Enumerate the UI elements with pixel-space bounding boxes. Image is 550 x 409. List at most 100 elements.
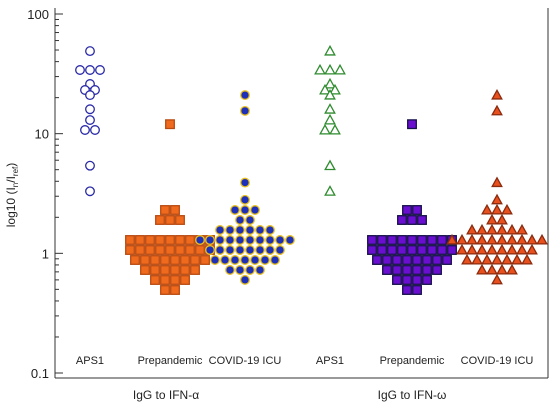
data-point bbox=[402, 205, 412, 215]
data-point bbox=[397, 215, 407, 225]
data-point bbox=[195, 235, 205, 245]
data-point bbox=[165, 215, 175, 225]
data-point bbox=[382, 255, 392, 265]
data-point bbox=[275, 245, 285, 255]
y-tick-label: 1 bbox=[42, 246, 49, 261]
data-point bbox=[387, 235, 397, 245]
data-point bbox=[160, 205, 170, 215]
data-point bbox=[486, 233, 498, 245]
y-ticks: 0.1 1 10 100 bbox=[27, 7, 63, 381]
axes bbox=[54, 8, 549, 379]
data-point bbox=[125, 245, 135, 255]
data-point bbox=[491, 193, 503, 205]
data-point bbox=[506, 243, 518, 255]
data-point bbox=[476, 243, 488, 255]
data-point bbox=[240, 205, 250, 215]
data-point bbox=[240, 274, 250, 285]
data-point bbox=[90, 125, 100, 135]
data-point bbox=[437, 245, 447, 255]
data-point bbox=[407, 119, 417, 130]
data-point bbox=[150, 265, 160, 275]
data-point bbox=[85, 104, 95, 115]
data-point bbox=[392, 265, 402, 275]
data-point bbox=[397, 235, 407, 245]
data-point bbox=[372, 255, 382, 265]
data-point bbox=[150, 275, 160, 285]
data-point bbox=[324, 103, 336, 114]
data-point bbox=[397, 245, 407, 255]
group-label: IgG to IFN-α bbox=[133, 388, 199, 402]
data-point bbox=[496, 223, 508, 235]
data-point bbox=[225, 265, 235, 275]
data-point bbox=[491, 104, 503, 116]
data-point bbox=[324, 159, 336, 171]
data-point bbox=[160, 275, 170, 285]
data-point bbox=[85, 90, 95, 101]
data-point bbox=[240, 255, 250, 265]
data-point bbox=[180, 275, 190, 285]
data-point bbox=[324, 63, 336, 75]
data-point bbox=[170, 265, 180, 275]
y-axis-label-end: ) bbox=[4, 163, 18, 167]
data-point bbox=[491, 176, 503, 188]
data-point bbox=[476, 223, 488, 235]
data-point bbox=[377, 245, 387, 255]
y-tick-label: 0.1 bbox=[31, 366, 49, 381]
data-point bbox=[402, 265, 412, 275]
data-point bbox=[245, 265, 255, 275]
data-point bbox=[324, 185, 336, 196]
data-point bbox=[170, 205, 180, 215]
data-point bbox=[235, 245, 245, 255]
data-point bbox=[155, 235, 165, 245]
data-point bbox=[377, 235, 387, 245]
y-axis-label: log10 (In/Iref) bbox=[4, 163, 20, 228]
data-point bbox=[125, 235, 135, 245]
data-point bbox=[215, 245, 225, 255]
data-point bbox=[417, 245, 427, 255]
data-point bbox=[170, 255, 180, 265]
data-point bbox=[506, 263, 518, 275]
data-point bbox=[165, 119, 175, 130]
data-point bbox=[240, 90, 250, 101]
data-point bbox=[506, 233, 518, 245]
data-point bbox=[407, 245, 417, 255]
data-point bbox=[260, 255, 270, 265]
y-tick-label: 100 bbox=[27, 7, 49, 22]
data-point bbox=[432, 265, 442, 275]
data-point bbox=[407, 235, 417, 245]
data-point bbox=[235, 235, 245, 245]
data-point bbox=[392, 255, 402, 265]
data-point bbox=[481, 253, 493, 265]
data-point bbox=[447, 245, 457, 255]
data-point bbox=[165, 235, 175, 245]
data-point bbox=[240, 177, 250, 188]
data-point bbox=[466, 223, 478, 235]
data-point bbox=[367, 245, 377, 255]
data-point bbox=[235, 265, 245, 275]
data-point bbox=[160, 285, 170, 295]
data-point bbox=[466, 243, 478, 255]
data-point bbox=[329, 83, 341, 95]
data-point bbox=[195, 245, 205, 255]
category-labels: APS1 Prepandemic COVID-19 ICU APS1 Prepandem… bbox=[76, 355, 533, 367]
data-point bbox=[185, 245, 195, 255]
data-point bbox=[240, 105, 250, 116]
data-point bbox=[412, 275, 422, 285]
data-point bbox=[155, 245, 165, 255]
data-point bbox=[245, 245, 255, 255]
category-label: APS1 bbox=[76, 355, 104, 367]
data-point bbox=[180, 265, 190, 275]
data-point bbox=[215, 225, 225, 235]
data-point bbox=[215, 235, 225, 245]
data-point bbox=[140, 255, 150, 265]
data-point bbox=[145, 245, 155, 255]
category-label: Prepandemic bbox=[380, 355, 445, 367]
data-point bbox=[334, 63, 346, 75]
data-point bbox=[496, 263, 508, 275]
data-point bbox=[526, 243, 538, 255]
data-point bbox=[80, 125, 90, 135]
data-point bbox=[230, 255, 240, 265]
data-point bbox=[456, 243, 468, 255]
data-point bbox=[130, 255, 140, 265]
